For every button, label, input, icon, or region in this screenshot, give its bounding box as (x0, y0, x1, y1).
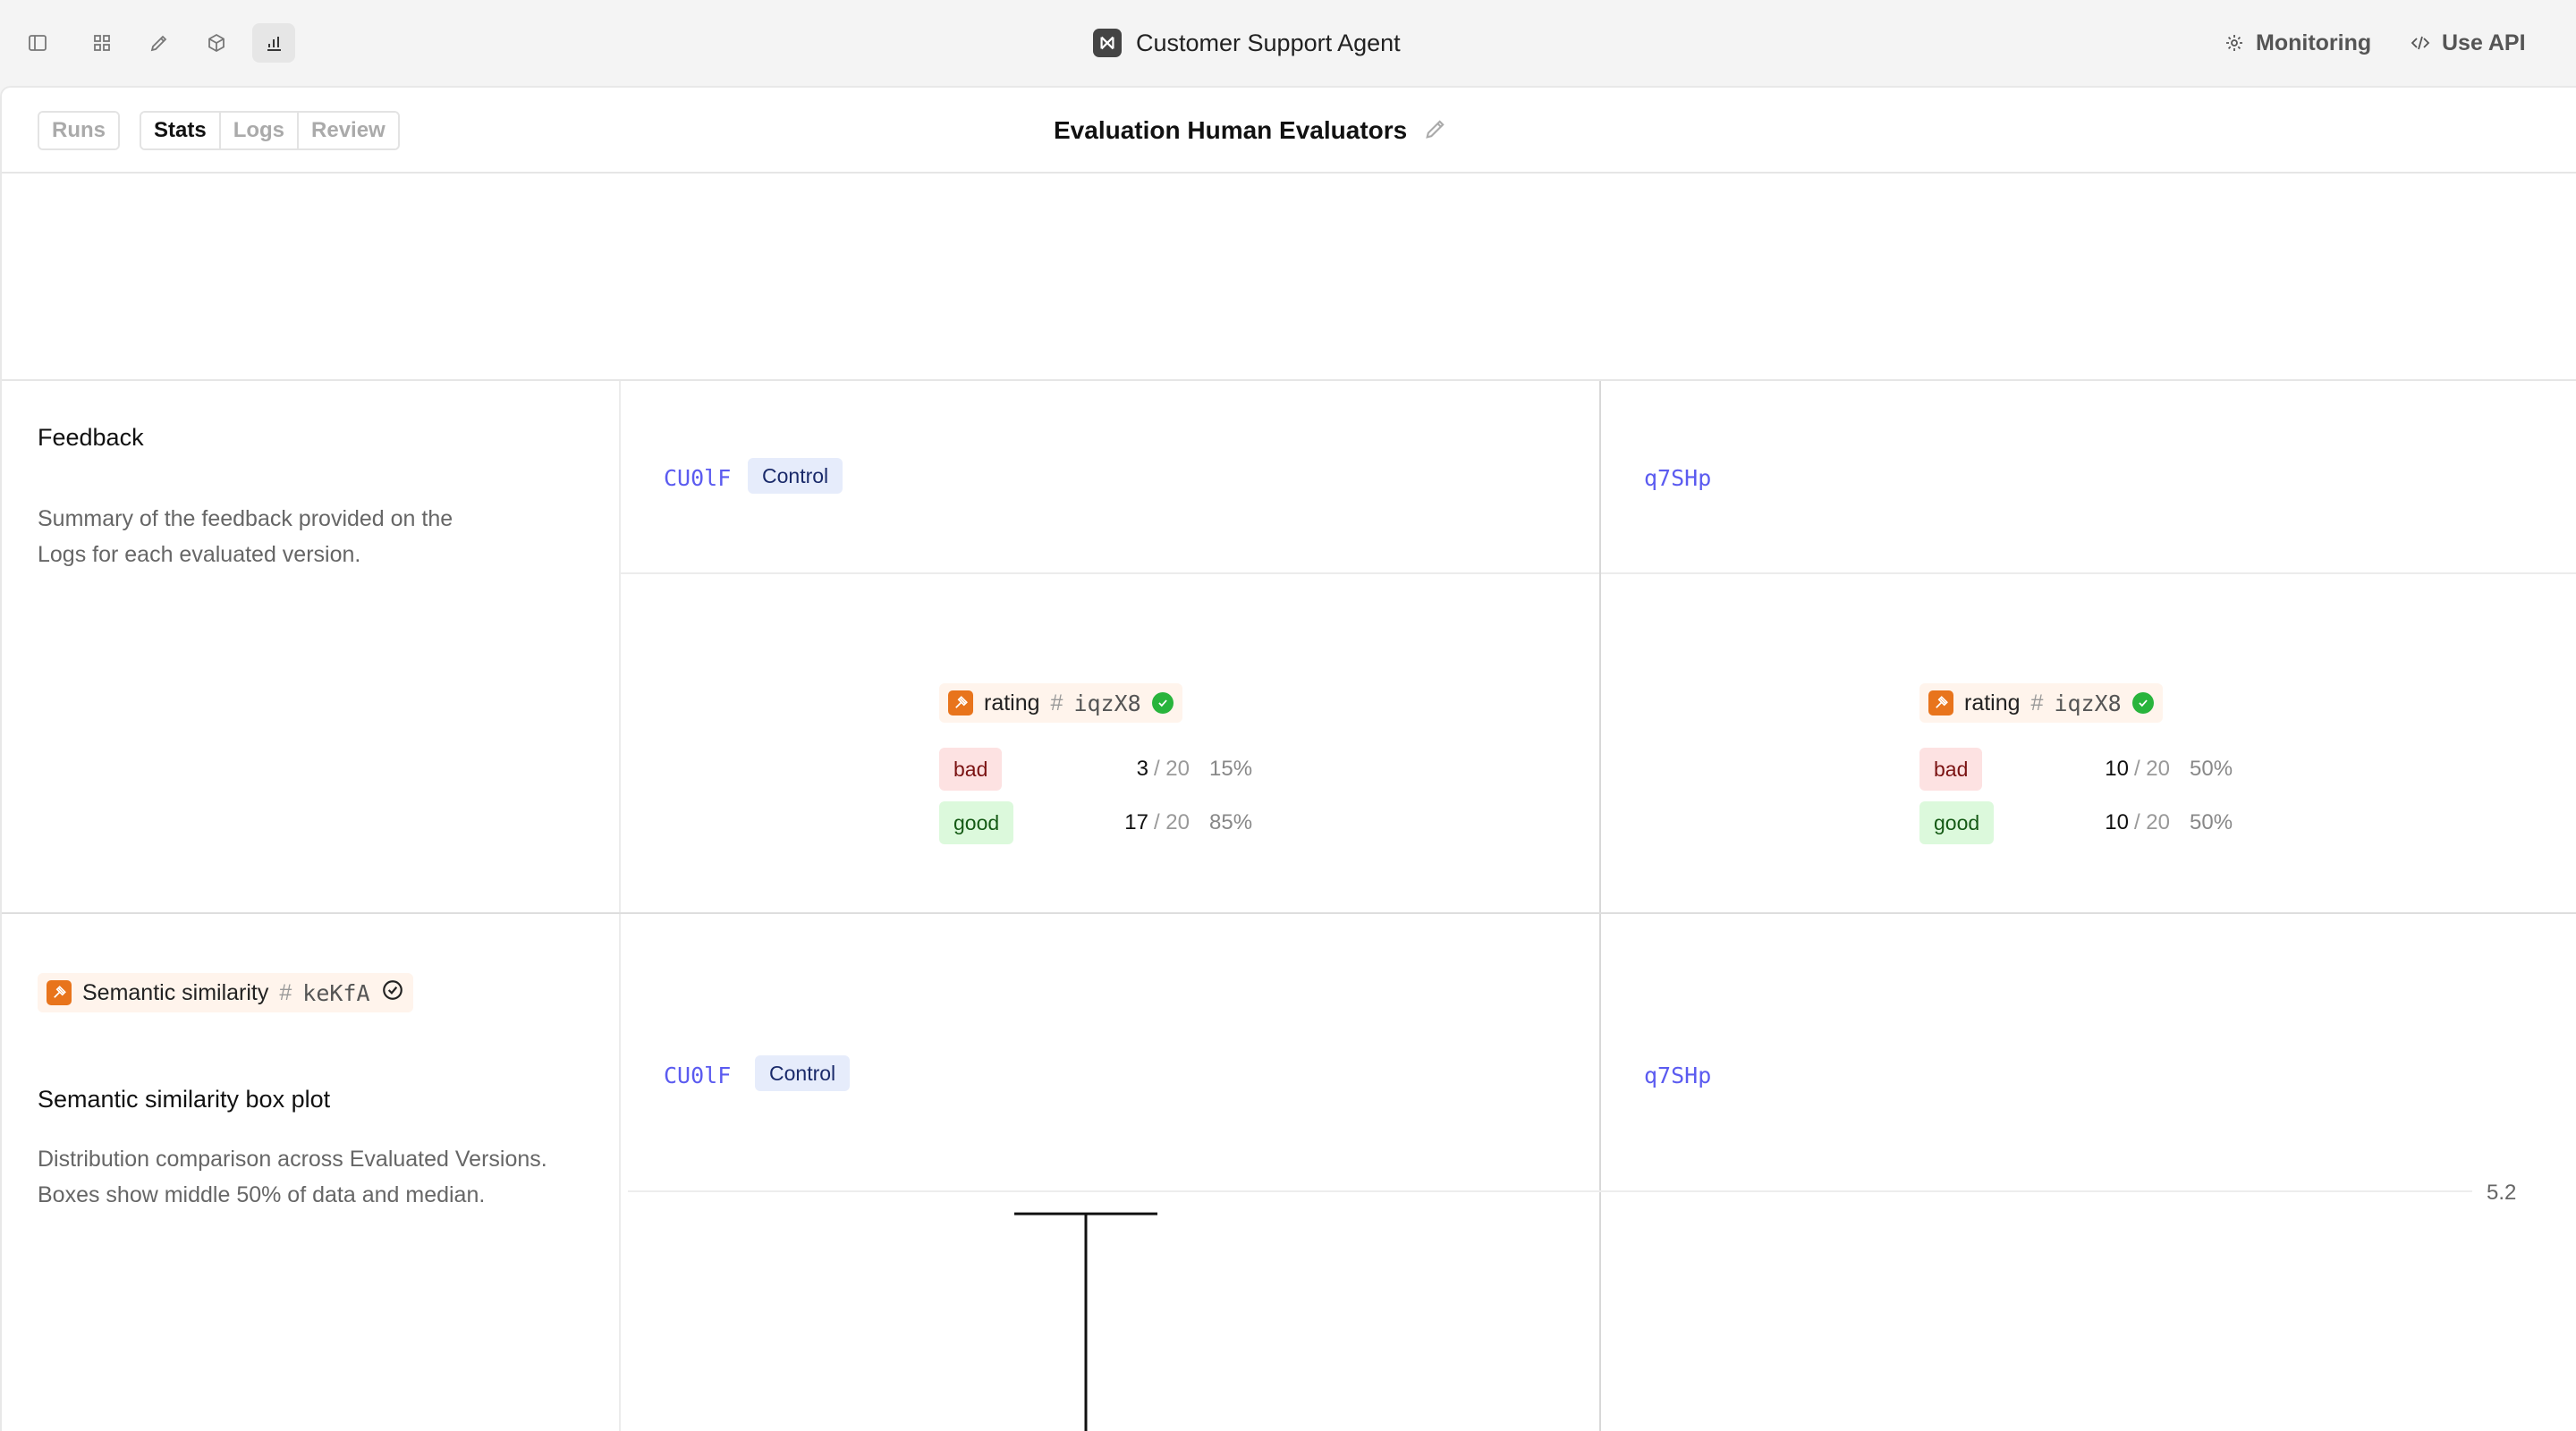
feedback-description: Summary of the feedback provided on the … (38, 506, 453, 567)
feedback-count: 3/ 20 (1136, 757, 1190, 781)
hammer-icon (47, 980, 72, 1005)
semantic-similarity-section: Semantic similarity # keKfA Semantic sim… (2, 914, 2576, 1431)
evaluation-title: Evaluation Human Evaluators (1054, 116, 1408, 144)
version-header: CU0lF Control (621, 381, 1599, 574)
control-badge: Control (755, 1055, 851, 1091)
tab-runs[interactable]: Runs (39, 113, 118, 148)
feedback-count: 10/ 20 (2105, 757, 2170, 781)
feedback-percent: 85% (1209, 810, 1253, 834)
evaluator-name: rating (984, 690, 1040, 716)
boxplot-chart: 5.22.8 (628, 1181, 2516, 1431)
monitoring-label: Monitoring (2256, 30, 2372, 55)
feedback-info: Feedback Summary of the feedback provide… (2, 381, 621, 912)
use-api-label: Use API (2442, 30, 2526, 55)
boxplot-version-column: q7SHp (1599, 914, 2576, 1431)
main-panel: Runs Stats Logs Review Evaluation Human … (0, 86, 2576, 1431)
feedback-version-column: CU0lF Control rating # iqzX8 bad 3/ 20 1… (621, 381, 1599, 912)
evaluator-pill[interactable]: rating # iqzX8 (939, 683, 1182, 723)
top-bar: Customer Support Agent Monitoring Use AP… (0, 0, 2576, 86)
y-tick-label: 5.2 (2487, 1181, 2516, 1205)
feedback-count: 17/ 20 (1124, 810, 1190, 834)
pencil-icon[interactable] (138, 23, 181, 63)
evaluator-code: keKfA (302, 979, 370, 1006)
view-tabs: Stats Logs Review (140, 111, 400, 150)
hash-icon: # (1050, 690, 1063, 716)
check-circle-icon (2131, 692, 2154, 714)
semantic-info: Semantic similarity # keKfA Semantic sim… (2, 914, 621, 1431)
feedback-title: Feedback (38, 424, 144, 451)
evaluator-pill[interactable]: Semantic similarity # keKfA (38, 973, 413, 1012)
feedback-row: bad 3/ 20 15% (939, 748, 1315, 791)
use-api-link[interactable]: Use API (2410, 23, 2526, 63)
cube-icon[interactable] (195, 23, 238, 63)
chart-icon[interactable] (252, 23, 295, 63)
app-logo-icon (1093, 29, 1122, 57)
hash-icon: # (2030, 690, 2044, 716)
evaluator-code: iqzX8 (2054, 690, 2122, 716)
tab-review[interactable]: Review (297, 113, 398, 148)
gear-icon (2226, 35, 2242, 51)
feedback-row: bad 10/ 20 50% (1919, 748, 2295, 791)
evaluation-title-group: Evaluation Human Evaluators (1054, 111, 1448, 150)
version-id[interactable]: CU0lF (664, 1063, 732, 1088)
sub-header: Runs Stats Logs Review Evaluation Human … (2, 88, 2576, 174)
boxplot-title: Semantic similarity box plot (38, 1086, 331, 1113)
evaluator-name: Semantic similarity (82, 979, 269, 1005)
app-title-group: Customer Support Agent (1093, 23, 1401, 63)
hash-icon: # (279, 979, 292, 1005)
control-badge: Control (748, 458, 843, 494)
edit-pencil-icon[interactable] (1423, 116, 1448, 146)
evaluator-pill[interactable]: rating # iqzX8 (1919, 683, 2163, 723)
tab-logs[interactable]: Logs (218, 113, 298, 148)
version-header: q7SHp (1601, 381, 2576, 574)
feedback-percent: 50% (2190, 810, 2233, 834)
hammer-icon (948, 690, 973, 716)
version-id[interactable]: q7SHp (1644, 1063, 1712, 1088)
monitoring-link[interactable]: Monitoring (2224, 23, 2371, 63)
good-label: good (1919, 801, 1995, 844)
good-label: good (939, 801, 1014, 844)
version-id[interactable]: q7SHp (1644, 465, 1712, 491)
app-title: Customer Support Agent (1136, 29, 1401, 56)
feedback-percent: 15% (1209, 757, 1253, 781)
evaluator-name: rating (1964, 690, 2021, 716)
check-circle-icon (1151, 692, 1174, 714)
code-icon (2411, 36, 2430, 50)
runs-tab-group: Runs (38, 111, 120, 150)
evaluator-code: iqzX8 (1073, 690, 1141, 716)
feedback-row: good 17/ 20 85% (939, 801, 1315, 844)
boxplot-version-column: CU0lF Control (621, 914, 1599, 1431)
feedback-row: good 10/ 20 50% (1919, 801, 2295, 844)
sidebar-toggle-icon[interactable] (16, 23, 59, 63)
feedback-version-column: q7SHp rating # iqzX8 bad 10/ 20 50% good… (1599, 381, 2576, 912)
feedback-count: 10/ 20 (2105, 810, 2170, 834)
tab-stats[interactable]: Stats (141, 113, 219, 148)
check-circle-icon (381, 978, 404, 1008)
boxplot-description: Distribution comparison across Evaluated… (38, 1147, 547, 1207)
grid-icon[interactable] (80, 23, 123, 63)
hammer-icon (1928, 690, 1953, 716)
bad-label: bad (1919, 748, 1983, 791)
version-id[interactable]: CU0lF (664, 465, 732, 491)
feedback-percent: 50% (2190, 757, 2233, 781)
feedback-section: Feedback Summary of the feedback provide… (2, 379, 2576, 914)
bad-label: bad (939, 748, 1003, 791)
